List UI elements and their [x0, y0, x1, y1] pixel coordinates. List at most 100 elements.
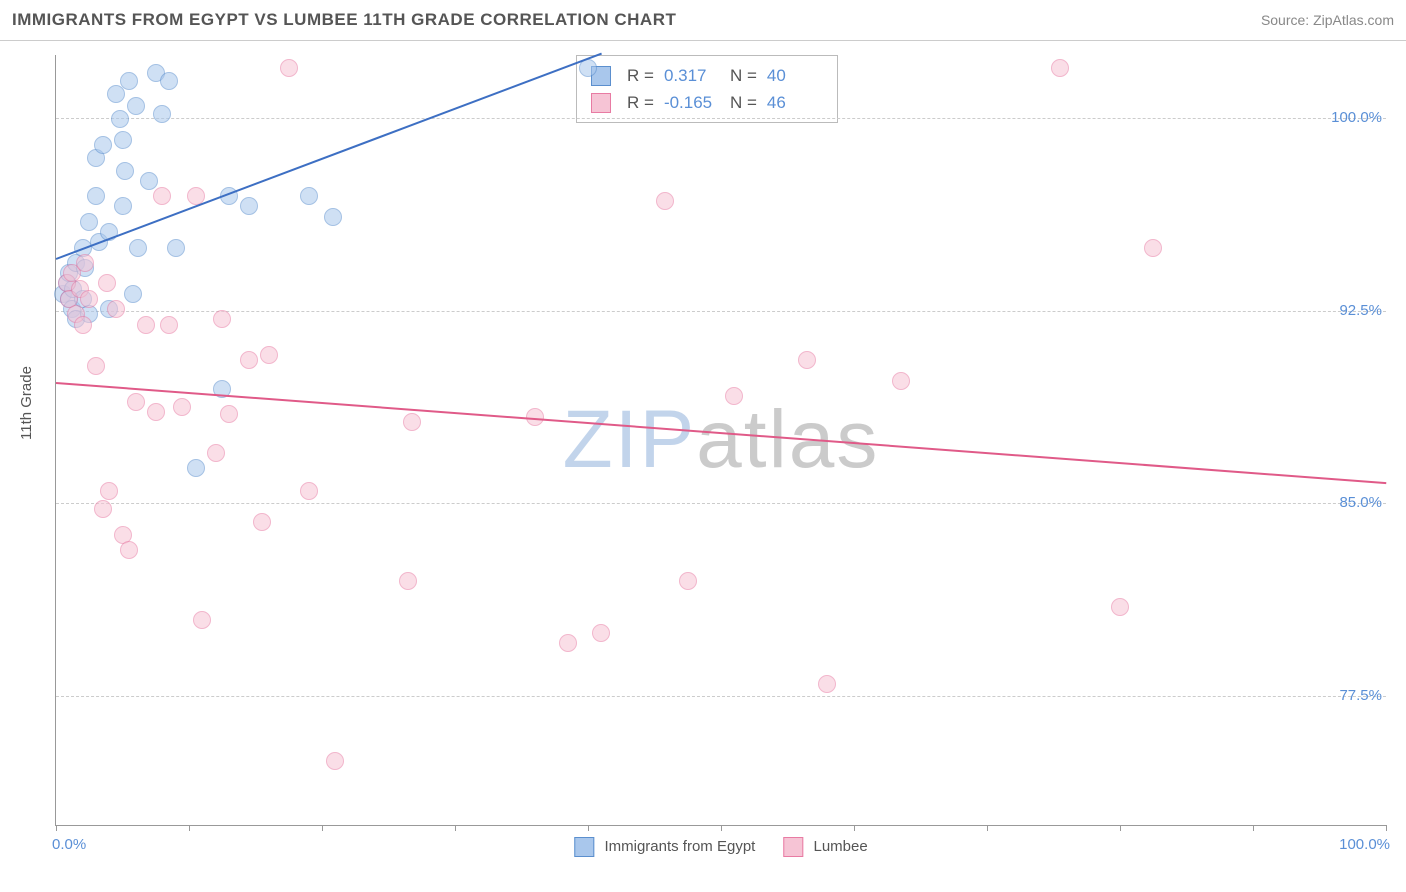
scatter-point — [160, 72, 178, 90]
x-tick — [189, 825, 190, 831]
scatter-point — [193, 611, 211, 629]
x-axis-max-label: 100.0% — [1339, 836, 1390, 853]
scatter-point — [160, 316, 178, 334]
scatter-point — [147, 403, 165, 421]
y-tick-label: 85.0% — [1339, 494, 1388, 511]
scatter-point — [240, 351, 258, 369]
x-axis-min-label: 0.0% — [52, 836, 86, 853]
scatter-point — [300, 187, 318, 205]
scatter-point — [559, 634, 577, 652]
scatter-point — [100, 482, 118, 500]
scatter-point — [153, 187, 171, 205]
scatter-point — [798, 351, 816, 369]
stats-n-label-0: N = — [730, 62, 757, 89]
scatter-point — [173, 398, 191, 416]
scatter-point — [94, 136, 112, 154]
stats-swatch-1 — [591, 93, 611, 113]
x-tick — [1386, 825, 1387, 831]
scatter-point — [892, 372, 910, 390]
stats-n-value-0: 40 — [767, 62, 823, 89]
x-tick — [455, 825, 456, 831]
scatter-point — [253, 513, 271, 531]
scatter-point — [167, 239, 185, 257]
scatter-point — [207, 444, 225, 462]
stats-row-1: R = -0.165 N = 46 — [591, 89, 823, 116]
gridline — [56, 311, 1386, 312]
scatter-point — [326, 752, 344, 770]
scatter-point — [280, 59, 298, 77]
scatter-point — [124, 285, 142, 303]
scatter-point — [127, 393, 145, 411]
stats-r-value-0: 0.317 — [664, 62, 720, 89]
scatter-point — [80, 290, 98, 308]
scatter-point — [87, 357, 105, 375]
trend-line — [56, 382, 1386, 484]
scatter-point — [114, 131, 132, 149]
x-tick — [588, 825, 589, 831]
scatter-point — [1051, 59, 1069, 77]
stats-row-0: R = 0.317 N = 40 — [591, 62, 823, 89]
scatter-point — [94, 500, 112, 518]
legend-item-0: Immigrants from Egypt — [574, 837, 755, 857]
scatter-point — [725, 387, 743, 405]
stats-n-label-1: N = — [730, 89, 757, 116]
scatter-point — [80, 213, 98, 231]
y-tick-label: 92.5% — [1339, 301, 1388, 318]
stats-r-value-1: -0.165 — [664, 89, 720, 116]
y-axis-title: 11th Grade — [18, 366, 35, 440]
x-tick — [721, 825, 722, 831]
watermark-right: atlas — [696, 394, 879, 485]
watermark-left: ZIP — [563, 394, 697, 485]
x-tick — [322, 825, 323, 831]
x-tick — [987, 825, 988, 831]
x-tick — [56, 825, 57, 831]
scatter-point — [76, 254, 94, 272]
scatter-point — [679, 572, 697, 590]
scatter-point — [403, 413, 421, 431]
scatter-point — [656, 192, 674, 210]
x-tick — [1120, 825, 1121, 831]
scatter-point — [399, 572, 417, 590]
scatter-point — [114, 197, 132, 215]
scatter-point — [137, 316, 155, 334]
scatter-point — [324, 208, 342, 226]
scatter-point — [213, 310, 231, 328]
scatter-point — [1144, 239, 1162, 257]
legend-item-1: Lumbee — [783, 837, 867, 857]
chart-title: IMMIGRANTS FROM EGYPT VS LUMBEE 11TH GRA… — [12, 10, 676, 30]
scatter-point — [111, 110, 129, 128]
scatter-point — [127, 97, 145, 115]
scatter-point — [107, 300, 125, 318]
scatter-point — [129, 239, 147, 257]
y-tick-label: 100.0% — [1331, 109, 1388, 126]
x-tick — [1253, 825, 1254, 831]
stats-r-label-0: R = — [627, 62, 654, 89]
scatter-point — [120, 72, 138, 90]
scatter-point — [116, 162, 134, 180]
scatter-point — [220, 405, 238, 423]
gridline — [56, 696, 1386, 697]
scatter-point — [592, 624, 610, 642]
scatter-point — [74, 316, 92, 334]
x-tick — [854, 825, 855, 831]
legend-swatch-0 — [574, 837, 594, 857]
legend-label-1: Lumbee — [814, 838, 868, 855]
legend: Immigrants from Egypt Lumbee — [574, 837, 867, 857]
scatter-point — [300, 482, 318, 500]
scatter-point — [1111, 598, 1129, 616]
source-label: Source: ZipAtlas.com — [1261, 12, 1394, 28]
scatter-point — [187, 459, 205, 477]
scatter-point — [87, 187, 105, 205]
stats-box: R = 0.317 N = 40 R = -0.165 N = 46 — [576, 55, 838, 123]
scatter-point — [153, 105, 171, 123]
stats-r-label-1: R = — [627, 89, 654, 116]
trend-line — [56, 53, 602, 260]
plot-area: ZIPatlas R = 0.317 N = 40 R = -0.165 N =… — [55, 55, 1386, 826]
scatter-point — [140, 172, 158, 190]
stats-n-value-1: 46 — [767, 89, 823, 116]
legend-swatch-1 — [783, 837, 803, 857]
gridline — [56, 503, 1386, 504]
scatter-point — [240, 197, 258, 215]
y-tick-label: 77.5% — [1339, 686, 1388, 703]
scatter-point — [818, 675, 836, 693]
